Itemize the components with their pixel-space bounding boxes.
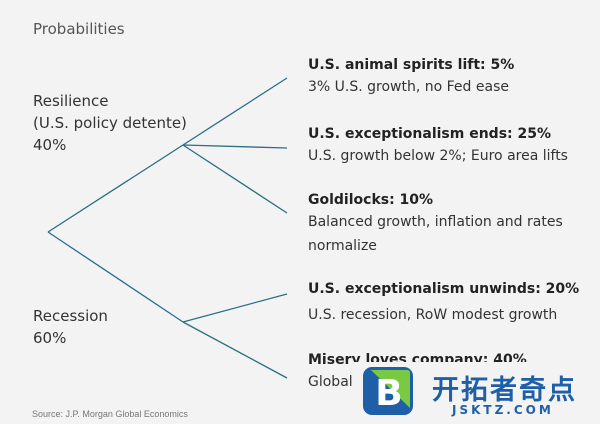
watermark-logo-icon: B xyxy=(363,367,413,415)
branch-line-exceptionalism-ends xyxy=(182,144,288,149)
branch-resilience-label-line2: (U.S. policy detente) xyxy=(33,114,187,132)
trunk-line-lower xyxy=(47,231,184,323)
branch-recession-label: Recession xyxy=(33,307,108,325)
scenario-desc: Global xyxy=(308,374,353,390)
scenario-desc: U.S. growth below 2%; Euro area lifts xyxy=(308,148,568,164)
watermark-logo-letter: B xyxy=(375,373,402,414)
scenario-title: Goldilocks: 10% xyxy=(308,192,434,208)
trunk-line-upper xyxy=(47,144,184,233)
scenario-desc: normalize xyxy=(308,238,377,254)
scenario-animal-spirits: U.S. animal spirits lift: 5% 3% U.S. gro… xyxy=(308,55,514,99)
scenario-title: U.S. exceptionalism ends: 25% xyxy=(308,126,552,142)
scenario-exceptionalism-unwinds: U.S. exceptionalism unwinds: 20% U.S. re… xyxy=(308,279,579,327)
scenario-desc: U.S. recession, RoW modest growth xyxy=(308,307,558,323)
watermark-text-en: JSKTZ.COM xyxy=(452,403,554,417)
branch-line-misery xyxy=(182,321,288,379)
scenario-desc: 3% U.S. growth, no Fed ease xyxy=(308,79,509,95)
header-title: Probabilities xyxy=(33,20,125,38)
scenario-exceptionalism-ends: U.S. exceptionalism ends: 25% U.S. growt… xyxy=(308,124,568,168)
branch-resilience-label-line1: Resilience xyxy=(33,92,109,110)
branch-resilience: Resilience (U.S. policy detente) 40% xyxy=(33,90,187,156)
source-note: Source: J.P. Morgan Global Economics xyxy=(32,409,188,419)
branch-line-goldilocks xyxy=(182,144,288,214)
branch-line-exceptionalism-unwinds xyxy=(182,293,288,323)
scenario-goldilocks: Goldilocks: 10% Balanced growth, inflati… xyxy=(308,190,563,258)
scenario-title: U.S. exceptionalism unwinds: 20% xyxy=(308,281,580,297)
scenario-desc: Balanced growth, inflation and rates xyxy=(308,214,563,230)
branch-resilience-pct: 40% xyxy=(33,136,67,154)
branch-line-animal-spirits xyxy=(182,77,288,146)
watermark-text-cn: 开拓者奇点 xyxy=(432,375,577,406)
branch-recession-pct: 60% xyxy=(33,329,67,347)
branch-recession: Recession 60% xyxy=(33,305,108,349)
scenario-title: U.S. animal spirits lift: 5% xyxy=(308,57,515,73)
